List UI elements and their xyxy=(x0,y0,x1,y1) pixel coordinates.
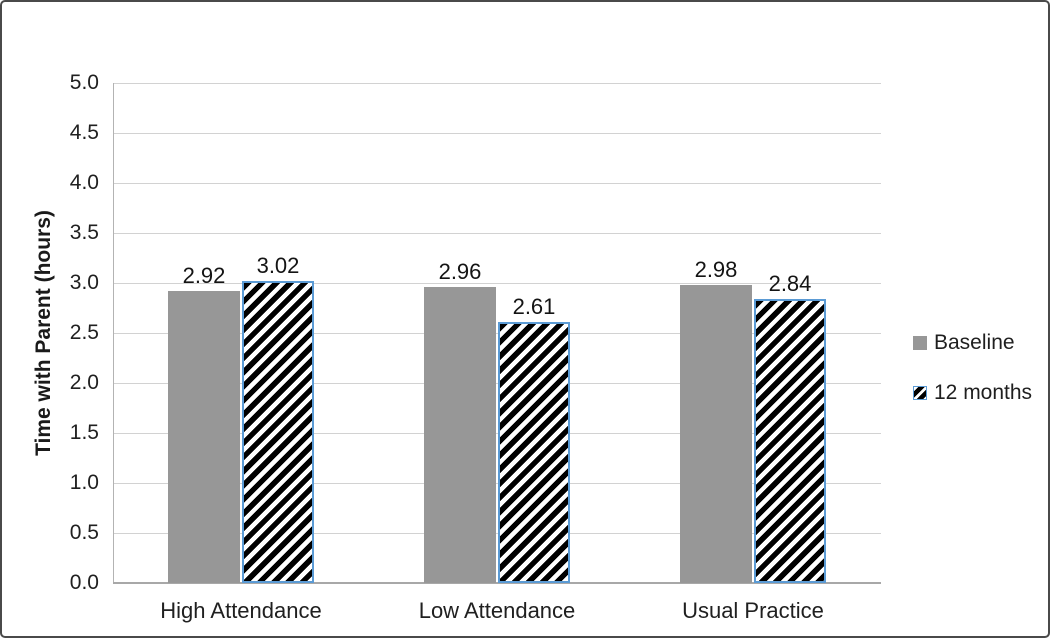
data-label-12-months-high-attendance: 3.02 xyxy=(256,253,300,278)
bar-12-months-high-attendance xyxy=(242,281,314,583)
x-category-label-high-attendance: High Attendance xyxy=(160,598,322,623)
y-tick-label-4-0: 4.0 xyxy=(69,171,99,194)
bar-baseline-high-attendance xyxy=(168,291,240,583)
y-tick-label-5-0: 5.0 xyxy=(69,71,99,94)
data-label-baseline-usual-practice: 2.98 xyxy=(694,257,738,282)
bar-baseline-low-attendance xyxy=(424,287,496,583)
y-tick-label-3-0: 3.0 xyxy=(69,271,99,294)
data-label-baseline-high-attendance: 2.92 xyxy=(182,263,226,288)
y-tick-label-0-0: 0.0 xyxy=(69,571,99,594)
gridline-1-5 xyxy=(113,433,881,434)
gridline-2-0 xyxy=(113,383,881,384)
y-axis-line xyxy=(113,83,114,583)
y-tick-label-3-5: 3.5 xyxy=(69,221,99,244)
gridline-5-0 xyxy=(113,83,881,84)
legend-swatch-12-months-icon xyxy=(913,386,927,400)
bar-12-months-low-attendance xyxy=(498,322,570,583)
data-label-12-months-low-attendance: 2.61 xyxy=(512,294,556,319)
x-category-label-low-attendance: Low Attendance xyxy=(418,598,576,623)
legend: Baseline 12 months xyxy=(913,330,1032,406)
y-tick-label-1-0: 1.0 xyxy=(69,471,99,494)
gridline-4-0 xyxy=(113,183,881,184)
gridline-3-5 xyxy=(113,233,881,234)
legend-swatch-baseline-icon xyxy=(913,336,927,350)
data-label-12-months-usual-practice: 2.84 xyxy=(768,271,812,296)
gridline-0-5 xyxy=(113,533,881,534)
y-tick-label-2-5: 2.5 xyxy=(69,321,99,344)
gridline-3-0 xyxy=(113,283,881,284)
bar-12-months-usual-practice xyxy=(754,299,826,583)
y-tick-label-4-5: 4.5 xyxy=(69,121,99,144)
legend-item-12-months: 12 months xyxy=(913,380,1032,406)
x-axis-line xyxy=(113,582,881,584)
gridline-1-0 xyxy=(113,483,881,484)
y-tick-label-1-5: 1.5 xyxy=(69,421,99,444)
y-tick-label-2-0: 2.0 xyxy=(69,371,99,394)
x-category-label-usual-practice: Usual Practice xyxy=(682,598,824,623)
bar-baseline-usual-practice xyxy=(680,285,752,583)
legend-label-baseline: Baseline xyxy=(934,331,1015,354)
gridline-2-5 xyxy=(113,333,881,334)
legend-label-12-months: 12 months xyxy=(934,381,1033,404)
y-tick-label-0-5: 0.5 xyxy=(69,521,99,544)
legend-item-baseline: Baseline xyxy=(913,330,1032,356)
gridline-4-5 xyxy=(113,133,881,134)
data-label-baseline-low-attendance: 2.96 xyxy=(438,259,482,284)
